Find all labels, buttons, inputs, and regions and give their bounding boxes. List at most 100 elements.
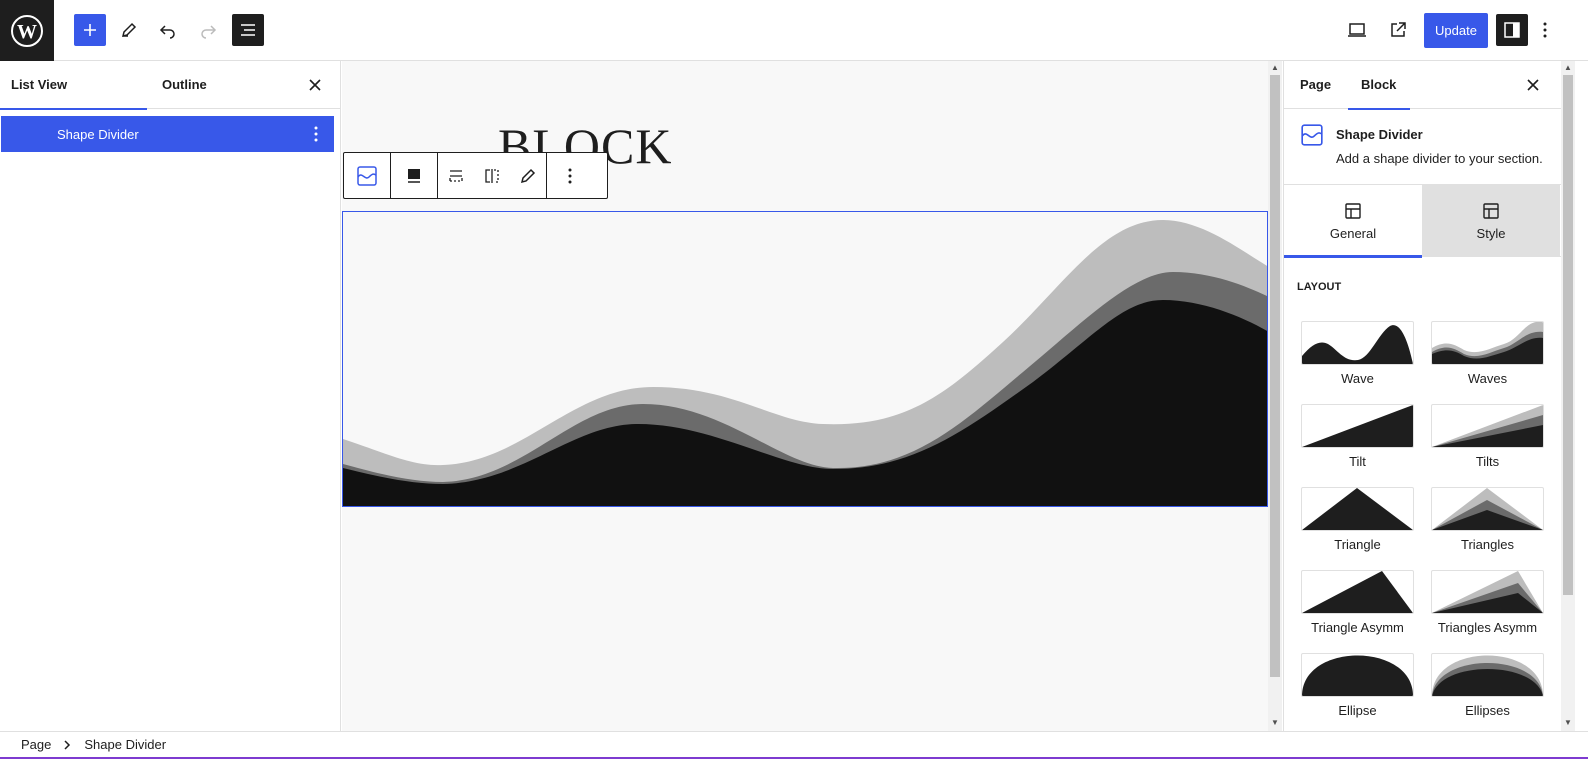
canvas-scroll-thumb[interactable] bbox=[1270, 75, 1280, 677]
close-settings-button[interactable] bbox=[1521, 73, 1545, 97]
sidebar-icon bbox=[1504, 22, 1520, 38]
position-group bbox=[391, 153, 438, 198]
more-vertical-icon bbox=[314, 126, 318, 142]
redo-icon bbox=[201, 25, 217, 39]
layout-thumbnail bbox=[1431, 487, 1544, 531]
external-link-icon bbox=[1391, 22, 1406, 37]
svg-text:W: W bbox=[17, 21, 37, 43]
settings-tabs: Page Block bbox=[1284, 61, 1561, 110]
layout-thumbnail bbox=[1431, 404, 1544, 448]
layout-thumbnail bbox=[1301, 321, 1414, 365]
block-options-button[interactable] bbox=[547, 153, 593, 198]
layout-thumbnail bbox=[1301, 487, 1414, 531]
breadcrumb-shape-divider[interactable]: Shape Divider bbox=[84, 737, 167, 752]
layout-options-grid: Wave Waves Tilt Tilts bbox=[1301, 321, 1545, 731]
block-breadcrumb: Page Shape Divider bbox=[0, 731, 1588, 757]
scroll-up-arrow-icon[interactable]: ▲ bbox=[1271, 63, 1279, 72]
layout-option-waves[interactable]: Waves bbox=[1431, 321, 1544, 404]
tab-block[interactable]: Block bbox=[1347, 61, 1411, 110]
align-bottom-icon bbox=[408, 168, 420, 183]
layout-option-tilt[interactable]: Tilt bbox=[1301, 404, 1414, 487]
scroll-down-arrow-icon[interactable]: ▼ bbox=[1564, 718, 1572, 727]
list-view-panel: List View Outline Shape Divider bbox=[0, 61, 341, 731]
layout-option-triangle[interactable]: Triangle bbox=[1301, 487, 1414, 570]
tools-button[interactable] bbox=[113, 14, 145, 46]
block-type-group bbox=[344, 153, 391, 198]
settings-scroll-thumb[interactable] bbox=[1563, 75, 1573, 595]
layout-option-tilts[interactable]: Tilts bbox=[1431, 404, 1544, 487]
tab-general-label: General bbox=[1329, 225, 1377, 241]
close-list-view-button[interactable] bbox=[303, 73, 327, 97]
wordpress-icon: W bbox=[11, 14, 43, 47]
settings-scrollbar[interactable]: ▲ ▼ bbox=[1561, 61, 1575, 731]
block-type-button[interactable] bbox=[344, 153, 390, 198]
layout-label: Triangles Asymm bbox=[1437, 620, 1538, 635]
layout-thumbnail bbox=[1431, 653, 1544, 697]
flip-vertical-icon bbox=[449, 169, 463, 182]
more-vertical-icon bbox=[568, 168, 572, 183]
position-button[interactable] bbox=[391, 153, 437, 198]
transform-group bbox=[438, 153, 547, 198]
view-page-button[interactable] bbox=[1382, 14, 1414, 46]
tab-style[interactable]: Style bbox=[1422, 185, 1560, 257]
layout-label: Wave bbox=[1341, 371, 1374, 386]
flip-vertical-button[interactable] bbox=[438, 153, 474, 198]
layout-label: Triangles bbox=[1461, 537, 1514, 552]
scroll-down-arrow-icon[interactable]: ▼ bbox=[1271, 718, 1279, 727]
block-card-description: Add a shape divider to your section. bbox=[1336, 151, 1543, 166]
layout-option-triangle-asymm[interactable]: Triangle Asymm bbox=[1301, 570, 1414, 653]
layout-label: Ellipse bbox=[1338, 703, 1377, 718]
settings-sidebar: Page Block Shape Divider Add a shape div… bbox=[1283, 61, 1561, 731]
breadcrumb-page[interactable]: Page bbox=[21, 737, 52, 752]
layout-option-triangles[interactable]: Triangles bbox=[1431, 487, 1544, 570]
options-menu-button[interactable] bbox=[1535, 14, 1555, 46]
list-view-item[interactable]: Shape Divider bbox=[1, 116, 334, 152]
layout-section-title: Layout bbox=[1297, 281, 1342, 293]
list-item-options-button[interactable] bbox=[306, 122, 326, 146]
redo-button[interactable] bbox=[192, 14, 224, 46]
block-card-title: Shape Divider bbox=[1336, 127, 1423, 142]
shape-divider-icon bbox=[1301, 124, 1323, 146]
layout-option-triangles-asymm[interactable]: Triangles Asymm bbox=[1431, 570, 1544, 653]
close-icon bbox=[309, 79, 321, 91]
laptop-icon bbox=[1348, 23, 1366, 37]
tab-list-view[interactable]: List View bbox=[0, 61, 148, 110]
list-view-item-label: Shape Divider bbox=[57, 126, 139, 142]
undo-icon bbox=[159, 25, 175, 39]
layout-thumbnail bbox=[1301, 404, 1414, 448]
pencil-icon bbox=[520, 168, 536, 183]
add-block-button[interactable] bbox=[74, 14, 106, 46]
tab-outline[interactable]: Outline bbox=[162, 77, 207, 92]
wave-shape-graphic bbox=[343, 220, 1267, 506]
preview-button[interactable] bbox=[1341, 14, 1373, 46]
layout-option-ellipse[interactable]: Ellipse bbox=[1301, 653, 1414, 731]
chevron-right-icon bbox=[63, 739, 73, 750]
bottom-edge bbox=[0, 757, 1588, 767]
layout-label: Tilt bbox=[1349, 454, 1366, 469]
block-settings-tabs: General Style bbox=[1284, 185, 1561, 258]
layout-thumbnail bbox=[1431, 570, 1544, 614]
layout-icon bbox=[1483, 202, 1499, 219]
document-overview-button[interactable] bbox=[232, 14, 264, 46]
undo-button[interactable] bbox=[152, 14, 184, 46]
flip-horizontal-button[interactable] bbox=[474, 153, 510, 198]
layout-thumbnail bbox=[1301, 570, 1414, 614]
wordpress-logo-button[interactable]: W bbox=[0, 0, 54, 61]
layout-option-wave[interactable]: Wave bbox=[1301, 321, 1414, 404]
settings-sidebar-toggle[interactable] bbox=[1496, 14, 1528, 46]
layout-option-ellipses[interactable]: Ellipses bbox=[1431, 653, 1544, 731]
list-view-tabs: List View Outline bbox=[0, 61, 340, 110]
layout-label: Triangle Asymm bbox=[1311, 620, 1404, 635]
close-icon bbox=[1527, 79, 1539, 91]
layout-label: Tilts bbox=[1475, 454, 1500, 469]
tab-page[interactable]: Page bbox=[1300, 77, 1332, 92]
more-group bbox=[547, 153, 593, 198]
canvas-scrollbar[interactable]: ▲ ▼ bbox=[1268, 61, 1282, 731]
tab-general[interactable]: General bbox=[1284, 185, 1422, 258]
list-view-icon bbox=[241, 24, 255, 36]
edit-button[interactable] bbox=[510, 153, 546, 198]
scroll-up-arrow-icon[interactable]: ▲ bbox=[1564, 63, 1572, 72]
update-button[interactable]: Update bbox=[1424, 13, 1488, 48]
shape-divider-block[interactable] bbox=[342, 211, 1268, 507]
